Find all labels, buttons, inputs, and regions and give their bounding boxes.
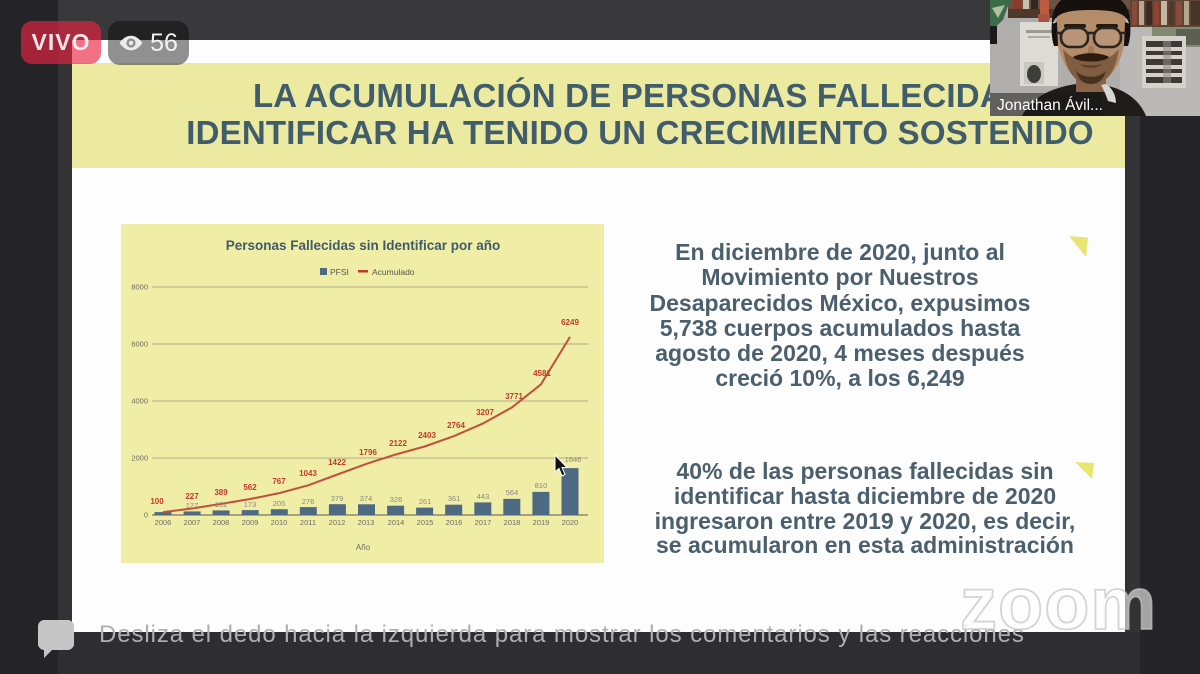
svg-text:Jonathan Ávil...: Jonathan Ávil... (997, 97, 1103, 114)
svg-text:162: 162 (215, 500, 228, 509)
svg-text:564: 564 (506, 488, 519, 497)
svg-text:2011: 2011 (300, 518, 316, 527)
svg-text:2013: 2013 (358, 518, 375, 527)
svg-text:100: 100 (150, 497, 164, 506)
svg-text:2014: 2014 (388, 518, 405, 527)
svg-text:379: 379 (331, 494, 344, 503)
svg-text:2017: 2017 (475, 518, 492, 527)
svg-text:Personas Fallecidas sin Identi: Personas Fallecidas sin Identificar por … (226, 238, 501, 253)
svg-text:3771: 3771 (505, 392, 523, 401)
svg-text:810: 810 (535, 481, 548, 490)
svg-text:2020: 2020 (562, 518, 579, 527)
svg-text:227: 227 (185, 492, 199, 501)
svg-text:PFSI: PFSI (330, 267, 349, 277)
svg-text:2016: 2016 (446, 518, 463, 527)
svg-text:Acumulado: Acumulado (372, 267, 415, 277)
svg-text:276: 276 (302, 497, 315, 506)
svg-text:2018: 2018 (504, 518, 521, 527)
svg-text:2122: 2122 (389, 439, 407, 448)
svg-text:361: 361 (448, 494, 461, 503)
svg-text:1422: 1422 (328, 458, 346, 467)
svg-text:8000: 8000 (131, 283, 148, 292)
svg-text:374: 374 (360, 494, 373, 503)
svg-text:2006: 2006 (155, 518, 172, 527)
svg-text:2000: 2000 (131, 454, 148, 463)
svg-text:1043: 1043 (299, 469, 317, 478)
svg-text:2009: 2009 (242, 518, 259, 527)
svg-text:1646: 1646 (565, 455, 582, 464)
svg-text:2012: 2012 (329, 518, 346, 527)
svg-text:2008: 2008 (213, 518, 230, 527)
svg-text:2019: 2019 (533, 518, 550, 527)
svg-text:1796: 1796 (359, 448, 377, 457)
svg-text:6249: 6249 (561, 318, 579, 327)
svg-text:443: 443 (477, 492, 490, 501)
svg-text:326: 326 (390, 495, 403, 504)
svg-text:Año: Año (356, 543, 371, 552)
svg-text:173: 173 (244, 500, 257, 509)
svg-text:0: 0 (144, 511, 148, 520)
svg-text:205: 205 (273, 499, 286, 508)
svg-text:2010: 2010 (271, 518, 288, 527)
svg-text:2015: 2015 (417, 518, 434, 527)
svg-text:6000: 6000 (131, 340, 148, 349)
svg-text:4581: 4581 (533, 369, 551, 378)
svg-text:261: 261 (419, 497, 432, 506)
svg-text:562: 562 (243, 483, 257, 492)
svg-text:4000: 4000 (131, 397, 148, 406)
svg-text:3207: 3207 (476, 408, 494, 417)
svg-text:389: 389 (214, 488, 228, 497)
svg-text:767: 767 (272, 477, 286, 486)
svg-text:2007: 2007 (184, 518, 201, 527)
svg-text:2764: 2764 (447, 421, 465, 430)
svg-text:2403: 2403 (418, 431, 436, 440)
svg-text:127: 127 (186, 501, 199, 510)
